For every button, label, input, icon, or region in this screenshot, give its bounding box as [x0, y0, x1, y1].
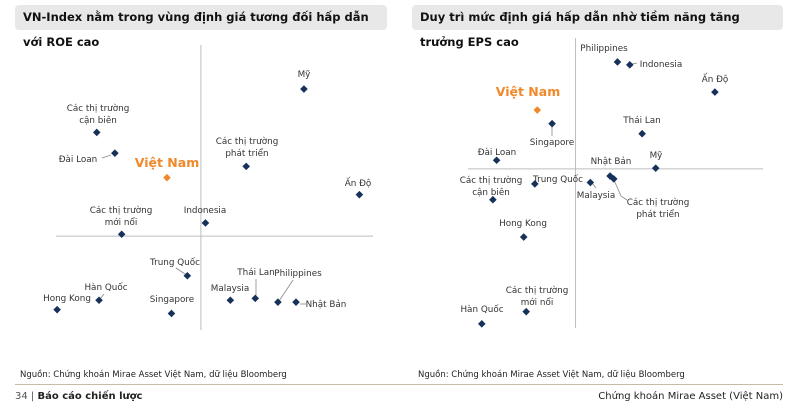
data-label: Trung Quốc: [532, 174, 583, 185]
data-label: Các thị trường: [67, 103, 130, 114]
data-label: Nhật Bản: [306, 299, 347, 310]
data-label: Việt Nam: [496, 84, 560, 99]
data-point-0-15: [292, 298, 300, 306]
source-note-right: Nguồn: Chứng khoán Mirae Asset Việt Nam,…: [418, 370, 685, 380]
data-point-1-6: [492, 156, 501, 165]
data-label: Nhật Bản: [591, 156, 632, 167]
data-label: Thái Lan: [622, 116, 660, 126]
data-point-1-5: [638, 129, 646, 138]
leader-line: [175, 267, 186, 275]
data-label: phát triển: [636, 209, 679, 220]
data-label: Ấn Độ: [345, 177, 372, 189]
page-number: 34: [15, 391, 28, 402]
data-label: Indonesia: [184, 206, 227, 216]
chart-title-roe: VN-Index nằm trong vùng định giá tương đ…: [15, 5, 387, 49]
data-label: Các thị trường: [627, 197, 690, 208]
data-point-1-12: [489, 195, 497, 204]
data-point-1-11: [531, 180, 539, 188]
data-point-1-14: [522, 307, 530, 316]
data-point-1-13: [519, 233, 528, 241]
data-label: Philippines: [274, 269, 322, 279]
data-point-1-4: [548, 119, 556, 128]
data-point-1-2: [711, 88, 719, 96]
data-point-0-6: [117, 230, 126, 239]
data-point-1-8: [606, 172, 614, 180]
footer-left: 34 | Báo cáo chiến lược: [15, 391, 142, 402]
data-label: Hong Kong: [43, 294, 91, 304]
chart-title-eps: Duy trì mức định giá hấp dẫn nhờ tiềm nă…: [412, 5, 783, 49]
data-point-0-3: [163, 173, 171, 182]
data-label: Hàn Quốc: [460, 304, 503, 315]
data-point-1-3: [533, 106, 542, 114]
data-point-0-7: [201, 219, 210, 227]
data-label: Đài Loan: [59, 155, 98, 165]
data-point-1-1: [626, 61, 634, 69]
data-label: Các thị trường: [460, 175, 523, 186]
leader-line: [278, 279, 294, 302]
data-label: Mỹ: [650, 151, 663, 161]
data-point-1-7: [651, 164, 660, 172]
data-point-0-8: [183, 271, 192, 280]
source-note-left: Nguồn: Chứng khoán Mirae Asset Việt Nam,…: [20, 370, 287, 380]
footer-separator: |: [30, 391, 35, 402]
data-label: Malaysia: [577, 191, 615, 201]
data-label: Philippines: [580, 44, 628, 54]
data-label: Singapore: [150, 295, 194, 305]
data-label: phát triển: [225, 148, 268, 159]
data-label: Thái Lan: [236, 268, 274, 278]
data-label: Việt Nam: [135, 155, 199, 170]
data-label: Ấn Độ: [702, 73, 729, 85]
data-point-1-10: [586, 178, 595, 187]
report-name: Báo cáo chiến lược: [37, 391, 143, 402]
data-label: cận biên: [472, 187, 510, 198]
data-label: Indonesia: [640, 60, 683, 70]
data-point-0-13: [251, 294, 260, 303]
leader-line: [631, 62, 638, 65]
data-label: Mỹ: [298, 70, 311, 80]
data-label: Các thị trường: [216, 136, 279, 147]
data-point-1-15: [478, 320, 486, 328]
data-point-0-10: [53, 305, 61, 314]
data-point-0-4: [242, 162, 250, 171]
data-label: Các thị trường: [90, 205, 153, 216]
company-name: Chứng khoán Mirae Asset (Việt Nam): [598, 391, 783, 402]
data-label: Đài Loan: [478, 148, 517, 158]
data-point-0-9: [95, 296, 103, 305]
data-label: Singapore: [530, 138, 574, 148]
data-point-1-9: [609, 175, 618, 183]
data-point-0-1: [92, 128, 101, 137]
data-point-0-0: [300, 85, 308, 93]
data-label: mới nổi: [105, 217, 138, 228]
data-point-0-14: [274, 298, 282, 306]
data-label: Các thị trường: [506, 285, 569, 296]
data-label: Hàn Quốc: [84, 282, 127, 293]
data-point-1-0: [613, 58, 622, 66]
data-point-0-5: [355, 190, 364, 199]
data-label: mới nổi: [521, 297, 554, 308]
data-point-0-11: [167, 309, 176, 318]
data-point-0-12: [226, 296, 235, 305]
footer-divider: [15, 384, 783, 385]
data-label: Malaysia: [211, 284, 249, 294]
data-label: Hong Kong: [499, 219, 547, 229]
leader-line: [613, 179, 628, 201]
leader-line: [101, 154, 112, 159]
data-point-0-2: [111, 149, 119, 157]
data-label: Trung Quốc: [149, 257, 200, 268]
data-label: cận biên: [79, 115, 117, 126]
